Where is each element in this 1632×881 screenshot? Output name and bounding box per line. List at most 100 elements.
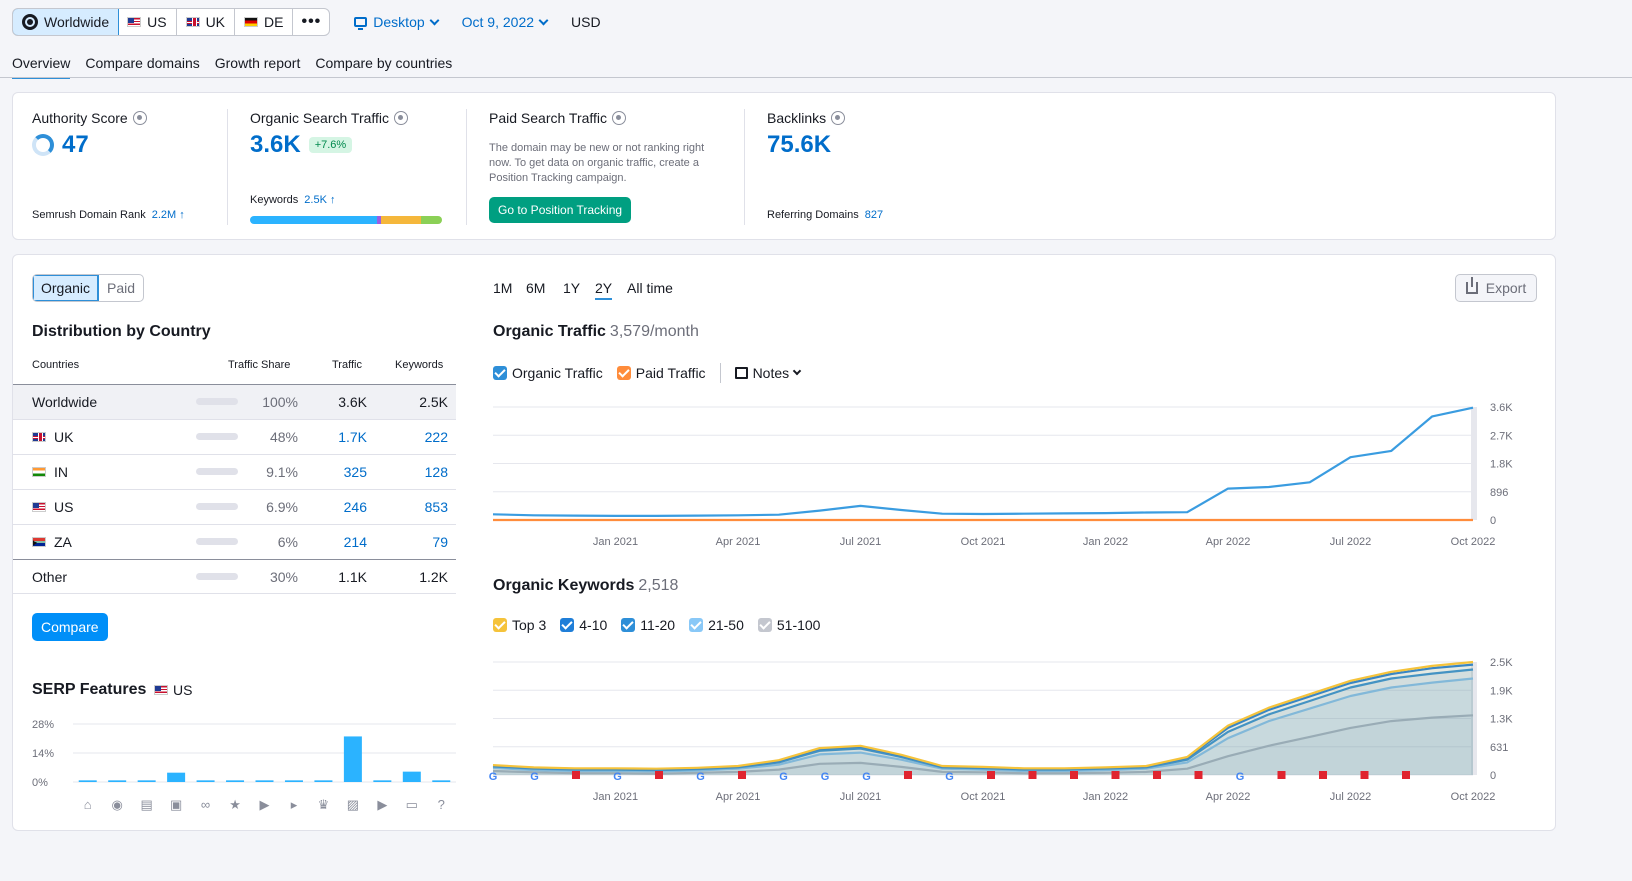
legend-organic-traffic[interactable]: Organic Traffic xyxy=(493,365,603,381)
period-6m-button[interactable]: 6M xyxy=(526,280,546,296)
info-icon[interactable] xyxy=(132,111,147,125)
table-row[interactable]: ZA 6% 214 79 xyxy=(13,524,456,559)
authority-score-label: Authority Score xyxy=(32,110,128,126)
table-row[interactable]: Worldwide 100% 3.6K 2.5K xyxy=(13,384,456,419)
legend-51-100[interactable]: 51-100 xyxy=(757,617,820,633)
country-name: UK xyxy=(54,429,74,445)
keywords-link[interactable]: 79 xyxy=(432,534,448,550)
domain-rank-value[interactable]: 2.2M ↑ xyxy=(151,209,185,221)
traffic-link[interactable]: 325 xyxy=(343,464,367,480)
keywords-legend: Top 3 4-10 11-20 21-50 51-100 xyxy=(493,617,820,633)
column-header-keywords[interactable]: Keywords xyxy=(395,359,444,371)
organic-traffic-value[interactable]: 3.6K +7.6% xyxy=(250,131,353,159)
export-button[interactable]: Export xyxy=(1455,274,1537,302)
y-tick-label: 2.7K xyxy=(1490,430,1513,442)
note-flag-icon xyxy=(1360,771,1369,779)
image-icon: ▨ xyxy=(347,797,359,812)
period-all-time-button[interactable]: All time xyxy=(627,280,673,296)
country-cell: Worldwide xyxy=(32,394,97,410)
keywords-link[interactable]: 128 xyxy=(424,464,448,480)
x-tick-label: Apr 2022 xyxy=(1206,536,1251,548)
traffic-share-value: 6% xyxy=(277,534,298,550)
keywords-link[interactable]: 853 xyxy=(424,499,448,515)
metric-divider xyxy=(227,109,228,225)
date-dropdown[interactable]: Oct 9, 2022 xyxy=(462,14,549,30)
domain-rank: Semrush Domain Rank 2.2M ↑ xyxy=(32,209,185,221)
legend-divider xyxy=(719,363,721,383)
info-icon[interactable] xyxy=(612,111,627,125)
legend-21-50[interactable]: 21-50 xyxy=(689,617,744,633)
legend-label: Organic Traffic xyxy=(512,365,603,381)
note-icon xyxy=(734,367,748,379)
keywords-count: Keywords 2.5K ↑ xyxy=(250,194,335,206)
keywords-label: Keywords xyxy=(250,194,299,206)
organic-traffic-heading: Organic Traffic xyxy=(493,323,606,340)
country-cell: UK xyxy=(32,429,73,445)
x-tick-label: Oct 2022 xyxy=(1451,536,1496,548)
column-header-traffic[interactable]: Traffic xyxy=(332,359,362,371)
tab-compare-by-countries[interactable]: Compare by countries xyxy=(315,55,453,71)
table-row[interactable]: UK 48% 1.7K 222 xyxy=(13,419,456,454)
authority-score-value[interactable]: 47 xyxy=(32,131,89,159)
organic-keywords-chart[interactable]: 2.5K 1.9K 1.3K 631 0 Jan 2021 Apr 2021 Jul 2021… xyxy=(483,650,1543,810)
x-tick-label: Oct 2021 xyxy=(961,536,1006,548)
x-tick-label: Jan 2022 xyxy=(1083,791,1128,803)
region-uk-button[interactable]: UK xyxy=(177,9,236,35)
legend-4-10[interactable]: 4-10 xyxy=(560,617,607,633)
country-name: Worldwide xyxy=(32,394,98,410)
info-icon[interactable] xyxy=(831,111,846,125)
serp-bar xyxy=(137,780,156,782)
traffic-share-value: 30% xyxy=(269,569,298,585)
notes-dropdown[interactable]: Notes xyxy=(734,365,802,381)
tab-compare-domains[interactable]: Compare domains xyxy=(85,55,200,71)
country-cell: IN xyxy=(32,464,68,480)
export-label: Export xyxy=(1485,280,1527,296)
traffic-link[interactable]: 214 xyxy=(343,534,367,550)
referring-domains-value[interactable]: 827 xyxy=(864,209,884,221)
table-row[interactable]: US 6.9% 246 853 xyxy=(13,489,456,524)
info-icon[interactable] xyxy=(394,111,409,125)
legend-paid-traffic[interactable]: Paid Traffic xyxy=(616,365,706,381)
device-dropdown[interactable]: Desktop xyxy=(354,14,440,30)
country-cell: US xyxy=(32,499,73,515)
tab-growth-report[interactable]: Growth report xyxy=(214,55,301,71)
legend-top-3[interactable]: Top 3 xyxy=(493,617,546,633)
region-worldwide-button[interactable]: Worldwide xyxy=(13,9,120,35)
backlinks-title: Backlinks xyxy=(767,110,846,126)
featured-snippet-icon: ▤ xyxy=(141,797,153,812)
more-regions-button[interactable]: ••• xyxy=(301,13,322,30)
organic-toggle-button[interactable]: Organic xyxy=(33,275,100,301)
tab-overview[interactable]: Overview xyxy=(12,55,71,79)
current-range-marker xyxy=(1471,407,1477,520)
period-1y-button[interactable]: 1Y xyxy=(563,280,581,296)
chevron-down-icon xyxy=(538,15,549,25)
legend-11-20[interactable]: 11-20 xyxy=(621,617,675,633)
compare-button[interactable]: Compare xyxy=(32,613,108,641)
period-2y-button[interactable]: 2Y xyxy=(595,280,613,300)
period-1m-button[interactable]: 1M xyxy=(493,280,513,296)
go-to-position-tracking-button[interactable]: Go to Position Tracking xyxy=(489,197,632,223)
region-us-button[interactable]: US xyxy=(118,9,177,35)
referring-domains-label: Referring Domains xyxy=(767,209,859,221)
backlinks-value[interactable]: 75.6K xyxy=(767,131,831,159)
region-de-button[interactable]: DE xyxy=(235,9,294,35)
flag-uk-icon xyxy=(32,432,46,442)
traffic-link[interactable]: 246 xyxy=(343,499,367,515)
note-flag-icon xyxy=(904,771,912,779)
checkbox-icon xyxy=(560,618,575,632)
serp-bar xyxy=(167,772,186,782)
keyword-distribution-bar[interactable] xyxy=(250,216,442,224)
paid-toggle-button[interactable]: Paid xyxy=(107,280,136,296)
series-area xyxy=(493,678,1473,775)
column-header-traffic-share[interactable]: Traffic Share xyxy=(228,359,291,371)
table-row[interactable]: IN 9.1% 325 128 xyxy=(13,454,456,489)
country-cell: Other xyxy=(32,569,67,585)
traffic-link[interactable]: 1.7K xyxy=(338,429,367,445)
organic-keywords-heading: Organic Keywords xyxy=(493,577,635,594)
organic-traffic-chart[interactable]: 3.6K 2.7K 1.8K 896 0 Jan 2021 Apr 2021 Jul 2021… xyxy=(483,395,1543,555)
keywords-value[interactable]: 2.5K ↑ xyxy=(304,194,336,206)
organic-traffic-title: Organic Search Traffic xyxy=(250,110,409,126)
keywords-link[interactable]: 222 xyxy=(424,429,448,445)
region-label: US xyxy=(147,14,167,30)
serp-bar xyxy=(284,780,303,782)
